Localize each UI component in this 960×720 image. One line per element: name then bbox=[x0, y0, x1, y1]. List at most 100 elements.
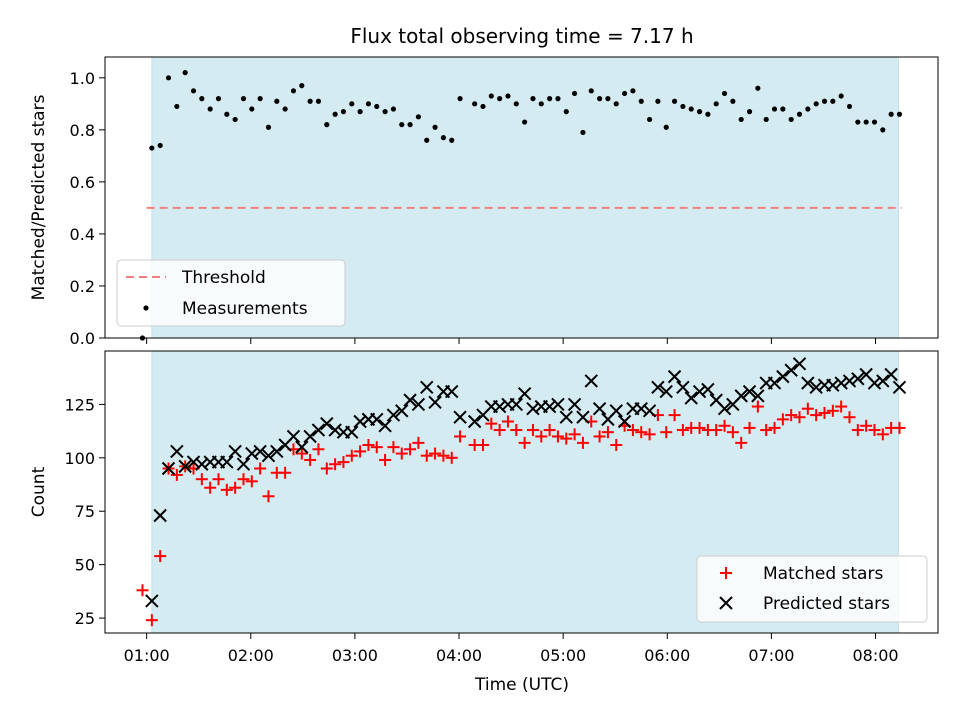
matched-star-point bbox=[510, 424, 523, 437]
predicted-star-point bbox=[584, 374, 598, 388]
matched-star-point bbox=[412, 436, 425, 449]
measurement-point bbox=[215, 96, 222, 102]
predicted-star-point bbox=[667, 369, 682, 384]
y-tick-label: 75 bbox=[75, 502, 95, 521]
matched-star-point bbox=[626, 424, 639, 437]
x-tick-label: 01:00 bbox=[124, 646, 170, 665]
measurement-point bbox=[638, 98, 644, 104]
measurement-point bbox=[846, 103, 853, 110]
matched-star-point bbox=[835, 400, 848, 413]
matched-star-point bbox=[776, 413, 789, 426]
matched-star-point bbox=[337, 456, 350, 469]
matched-star-point bbox=[304, 453, 317, 466]
matched-stars-points bbox=[136, 400, 906, 627]
measurement-point bbox=[365, 101, 372, 107]
measurement-point bbox=[257, 96, 263, 102]
measurement-point bbox=[374, 103, 380, 110]
predicted-star-point bbox=[286, 429, 301, 444]
matched-star-point bbox=[518, 436, 531, 449]
predicted-star-point bbox=[311, 423, 326, 437]
matched-star-point bbox=[760, 424, 773, 437]
count-panel: 25 50 75 100 125 01:00 02:00 03:00 04:00 05:00 06:… bbox=[29, 350, 939, 695]
measurement-point bbox=[265, 124, 272, 130]
matched-star-point bbox=[493, 424, 506, 437]
predicted-star-point bbox=[551, 397, 565, 412]
matched-star-point bbox=[212, 473, 225, 486]
predicted-star-point bbox=[676, 380, 690, 395]
matched-star-point bbox=[610, 439, 623, 451]
predicted-star-point bbox=[692, 384, 707, 399]
ratio-legend-box bbox=[116, 259, 346, 327]
count-y-axis-label: Count bbox=[29, 466, 49, 517]
predicted-star-point bbox=[792, 357, 807, 371]
measurement-point bbox=[563, 109, 569, 115]
matched-star-point bbox=[768, 421, 781, 434]
matched-star-point bbox=[362, 439, 375, 451]
measurement-point bbox=[274, 98, 280, 104]
matched-star-point bbox=[370, 441, 383, 454]
threshold-legend-label: Threshold bbox=[181, 268, 266, 288]
predicted-star-point bbox=[403, 393, 417, 407]
matched-star-point bbox=[868, 424, 881, 437]
measurement-point bbox=[855, 119, 861, 125]
measurement-point bbox=[240, 96, 247, 102]
predicted-star-point bbox=[353, 414, 367, 429]
predicted-star-point bbox=[492, 399, 507, 414]
measurement-point bbox=[671, 98, 678, 104]
matched-star-point bbox=[254, 462, 267, 475]
matched-star-point bbox=[145, 614, 158, 627]
measurement-point bbox=[324, 122, 330, 128]
measurement-point bbox=[282, 106, 288, 112]
matched-star-point bbox=[785, 409, 798, 422]
y-tick-label: 125 bbox=[64, 395, 95, 414]
matched-star-point bbox=[204, 481, 217, 494]
measurement-point bbox=[738, 116, 744, 123]
predicted-star-point bbox=[751, 389, 765, 403]
measurement-point bbox=[746, 109, 753, 115]
y-tick-label: 0.2 bbox=[70, 277, 95, 296]
predicted-star-point bbox=[809, 380, 823, 395]
predicted-star-point bbox=[659, 384, 673, 399]
predicted-star-point bbox=[236, 457, 251, 471]
matched-star-point bbox=[876, 428, 889, 441]
measurement-point bbox=[522, 119, 528, 125]
predicted-star-point bbox=[220, 455, 234, 469]
matched-star-point bbox=[262, 490, 275, 503]
measurement-point bbox=[863, 119, 869, 125]
predicted-legend-label: Predicted stars bbox=[763, 594, 890, 614]
chart-title: Flux total observing time = 7.17 h bbox=[350, 24, 693, 48]
predicted-star-point bbox=[867, 376, 882, 390]
matched-star-point bbox=[295, 447, 308, 460]
measurement-point bbox=[596, 96, 603, 102]
matched-star-point bbox=[668, 409, 681, 422]
predicted-star-point bbox=[884, 367, 898, 382]
predicted-star-point bbox=[876, 374, 890, 388]
predicted-star-point bbox=[303, 429, 317, 444]
matched-star-point bbox=[170, 468, 183, 481]
measurement-point bbox=[149, 145, 155, 151]
matched-star-point bbox=[551, 430, 564, 443]
y-tick-label: 25 bbox=[75, 609, 95, 628]
measurement-point bbox=[440, 135, 447, 141]
measurement-point bbox=[472, 101, 478, 107]
y-tick-label: 100 bbox=[64, 449, 95, 468]
predicted-star-point bbox=[517, 387, 532, 401]
measurement-point bbox=[232, 116, 238, 123]
measurement-point bbox=[730, 98, 736, 104]
predicted-star-point bbox=[509, 397, 524, 412]
matched-star-point bbox=[429, 447, 442, 460]
predicted-star-point bbox=[328, 423, 342, 437]
measurement-point bbox=[505, 93, 511, 99]
matched-star-point bbox=[643, 428, 656, 441]
measurement-point bbox=[530, 96, 536, 102]
predicted-star-point bbox=[826, 378, 840, 392]
measurement-point bbox=[888, 111, 894, 117]
predicted-star-point bbox=[542, 399, 557, 414]
matched-star-point bbox=[526, 424, 539, 437]
measurement-point bbox=[680, 103, 686, 110]
x-tick-label: 04:00 bbox=[436, 646, 482, 665]
measurement-point bbox=[588, 88, 594, 94]
x-tick-label: 06:00 bbox=[644, 646, 690, 665]
measurement-point bbox=[488, 93, 494, 99]
matched-star-point bbox=[718, 419, 731, 432]
